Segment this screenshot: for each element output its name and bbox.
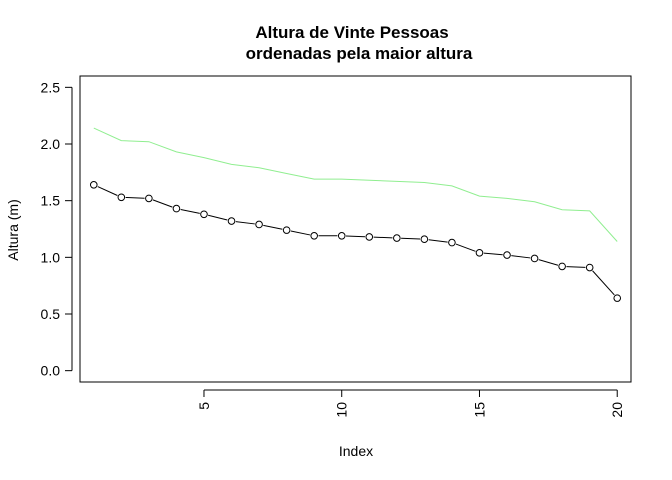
series-1-point xyxy=(475,249,484,257)
series-1-point xyxy=(310,232,318,240)
series-1-point xyxy=(145,194,153,203)
x-axis-label: Index xyxy=(339,443,373,459)
x-tick-label: 10 xyxy=(334,402,350,418)
series-1-point xyxy=(227,217,236,225)
series-1-segment xyxy=(483,252,503,256)
series-1-segment xyxy=(208,214,228,221)
series-1-point xyxy=(585,263,594,272)
series-1-segment xyxy=(152,199,173,208)
series-2-line xyxy=(93,127,618,242)
series-1-point xyxy=(393,234,401,242)
y-tick-label: 0.0 xyxy=(41,363,61,379)
series-1-segment xyxy=(401,237,421,240)
series-1-point xyxy=(448,238,456,247)
series-1-point xyxy=(558,262,566,271)
series-1-segment xyxy=(455,243,476,252)
y-tick-label: 0.5 xyxy=(41,306,61,322)
series-1-point xyxy=(117,193,126,202)
series-1-segment xyxy=(97,186,118,196)
series-1-segment xyxy=(373,236,393,239)
series-1-point xyxy=(282,226,291,234)
series-layer xyxy=(89,127,622,302)
x-tick-label: 5 xyxy=(196,402,212,410)
y-tick-label: 1.0 xyxy=(41,249,61,265)
series-1-segment xyxy=(235,221,255,225)
series-1-segment xyxy=(592,270,615,296)
series-1-point xyxy=(365,233,374,241)
y-tick-label: 1.5 xyxy=(41,193,61,209)
series-1-segment xyxy=(511,255,531,259)
series-1-point xyxy=(420,235,429,243)
series-1-segment xyxy=(538,259,559,266)
series-1 xyxy=(89,181,622,302)
y-axis: 0.0 0.5 1.0 1.5 2.0 2.5 xyxy=(41,79,73,379)
series-1-segment xyxy=(290,230,311,236)
y-tick-label: 2.0 xyxy=(41,136,61,152)
chart-title-line2: ordenadas pela maior altura xyxy=(246,44,473,63)
plot-frame xyxy=(79,75,632,383)
series-1-point xyxy=(530,254,539,263)
series-1-point xyxy=(255,220,263,229)
series-1-point xyxy=(89,181,98,189)
series-1-point xyxy=(503,251,511,259)
series-1-point xyxy=(200,210,208,219)
series-1-point xyxy=(337,232,346,240)
series-1-point xyxy=(613,294,622,302)
x-tick-label: 15 xyxy=(471,402,487,418)
series-1-segment xyxy=(180,208,200,214)
series-1-segment xyxy=(125,196,145,199)
chart-title-line1: Altura de Vinte Pessoas xyxy=(255,23,448,42)
series-1-segment xyxy=(566,266,586,268)
series-1-point xyxy=(172,204,181,213)
series-1-segment xyxy=(263,224,283,230)
y-tick-label: 2.5 xyxy=(41,79,61,95)
x-axis: 5 10 15 20 xyxy=(196,389,625,418)
series-1-segment xyxy=(346,235,365,238)
y-axis-label: Altura (m) xyxy=(5,199,21,260)
x-tick-label: 20 xyxy=(609,402,625,418)
series-1-segment xyxy=(428,239,448,243)
